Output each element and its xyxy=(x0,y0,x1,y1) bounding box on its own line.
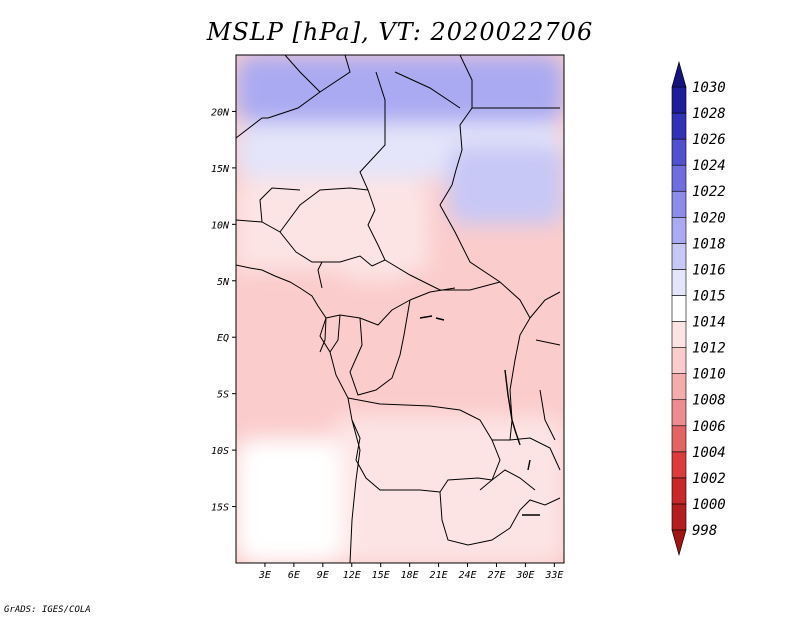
colorbar-label: 1006 xyxy=(692,419,726,435)
lon-tick-label: 9E xyxy=(317,570,329,581)
pressure-region-6 xyxy=(236,269,352,428)
colorbar-label: 1014 xyxy=(692,315,726,331)
pressure-region-8 xyxy=(332,416,564,563)
colorbar-high-arrow xyxy=(671,60,687,88)
colorbar-label: 1020 xyxy=(692,210,726,226)
colorbar-swatch xyxy=(671,112,687,140)
colorbar-label: 1010 xyxy=(692,367,726,383)
pressure-region-4 xyxy=(236,179,429,281)
colorbar-label: 998 xyxy=(692,523,717,539)
lon-tick-label: 6E xyxy=(288,570,300,581)
lon-tick-label: 27E xyxy=(487,570,505,581)
lon-tick-label: 30E xyxy=(515,570,534,581)
colorbar-label: 1008 xyxy=(692,393,726,409)
colorbar-swatch xyxy=(671,399,687,427)
lat-tick-label: 15S xyxy=(211,503,229,514)
colorbar-swatch xyxy=(671,216,687,244)
lat-tick-label: 5S xyxy=(217,390,229,401)
lat-tick-label: 5N xyxy=(217,277,230,288)
lat-tick-label: 10S xyxy=(211,446,229,457)
colorbar-swatch xyxy=(671,243,687,270)
pressure-region-5 xyxy=(400,269,497,372)
colorbar-swatch xyxy=(671,321,687,348)
lon-tick-label: 3E xyxy=(258,570,271,581)
colorbar-low-arrow xyxy=(671,529,687,557)
lon-tick-label: 15E xyxy=(372,570,390,581)
colorbar-label: 1026 xyxy=(692,132,726,148)
colorbar-swatch xyxy=(671,503,687,531)
colorbar-label: 1015 xyxy=(692,288,726,304)
colorbar-label: 1018 xyxy=(692,236,726,252)
lat-tick-label: 10N xyxy=(211,220,230,231)
colorbar-swatch xyxy=(671,295,687,322)
pressure-field xyxy=(236,55,564,563)
country-borders xyxy=(236,55,561,563)
pressure-region-9 xyxy=(236,438,343,563)
credit-label: GrADS: IGES/COLA xyxy=(4,605,91,615)
colorbar-swatch xyxy=(671,164,687,192)
colorbar-swatch xyxy=(671,425,687,453)
colorbar-label: 1016 xyxy=(692,262,726,278)
map-axes: 3E 6E 9E 12E 15E 18E 21E 24E 27E 30E 33E 20N 15N 10N 5… xyxy=(211,107,563,581)
colorbar: 998 1000 1002 1004 1006 1008 1010 1012 1014 1015 1… xyxy=(671,60,726,557)
colorbar-swatch xyxy=(671,138,687,166)
pressure-region-3 xyxy=(448,145,564,225)
colorbar-label: 1024 xyxy=(692,158,726,174)
colorbar-swatch xyxy=(671,373,687,401)
lat-tick-label: 20N xyxy=(211,107,230,118)
lat-tick-label: EQ xyxy=(217,333,229,344)
colorbar-label: 1000 xyxy=(692,497,726,513)
colorbar-swatch xyxy=(671,451,687,479)
colorbar-label: 1030 xyxy=(692,80,726,96)
colorbar-swatch xyxy=(671,269,687,296)
colorbar-label: 1012 xyxy=(692,341,726,357)
colorbar-label: 1028 xyxy=(692,106,726,122)
lat-tick-label: 15N xyxy=(211,164,230,175)
map-title: MSLP [hPa], VT: 2020022706 xyxy=(206,18,594,46)
colorbar-label: 1004 xyxy=(692,445,726,461)
colorbar-label: 1002 xyxy=(692,471,726,487)
lon-tick-label: 21E xyxy=(430,570,448,581)
lon-tick-label: 18E xyxy=(401,570,419,581)
lon-tick-label: 33E xyxy=(544,570,563,581)
colorbar-swatch xyxy=(671,190,687,218)
colorbar-swatch xyxy=(671,477,687,505)
lon-tick-label: 24E xyxy=(458,570,476,581)
colorbar-label: 1022 xyxy=(692,184,726,200)
colorbar-swatch xyxy=(671,86,687,114)
lon-tick-label: 12E xyxy=(343,570,361,581)
colorbar-swatch xyxy=(671,347,687,374)
map-frame xyxy=(235,54,565,564)
pressure-region-1 xyxy=(236,55,564,123)
